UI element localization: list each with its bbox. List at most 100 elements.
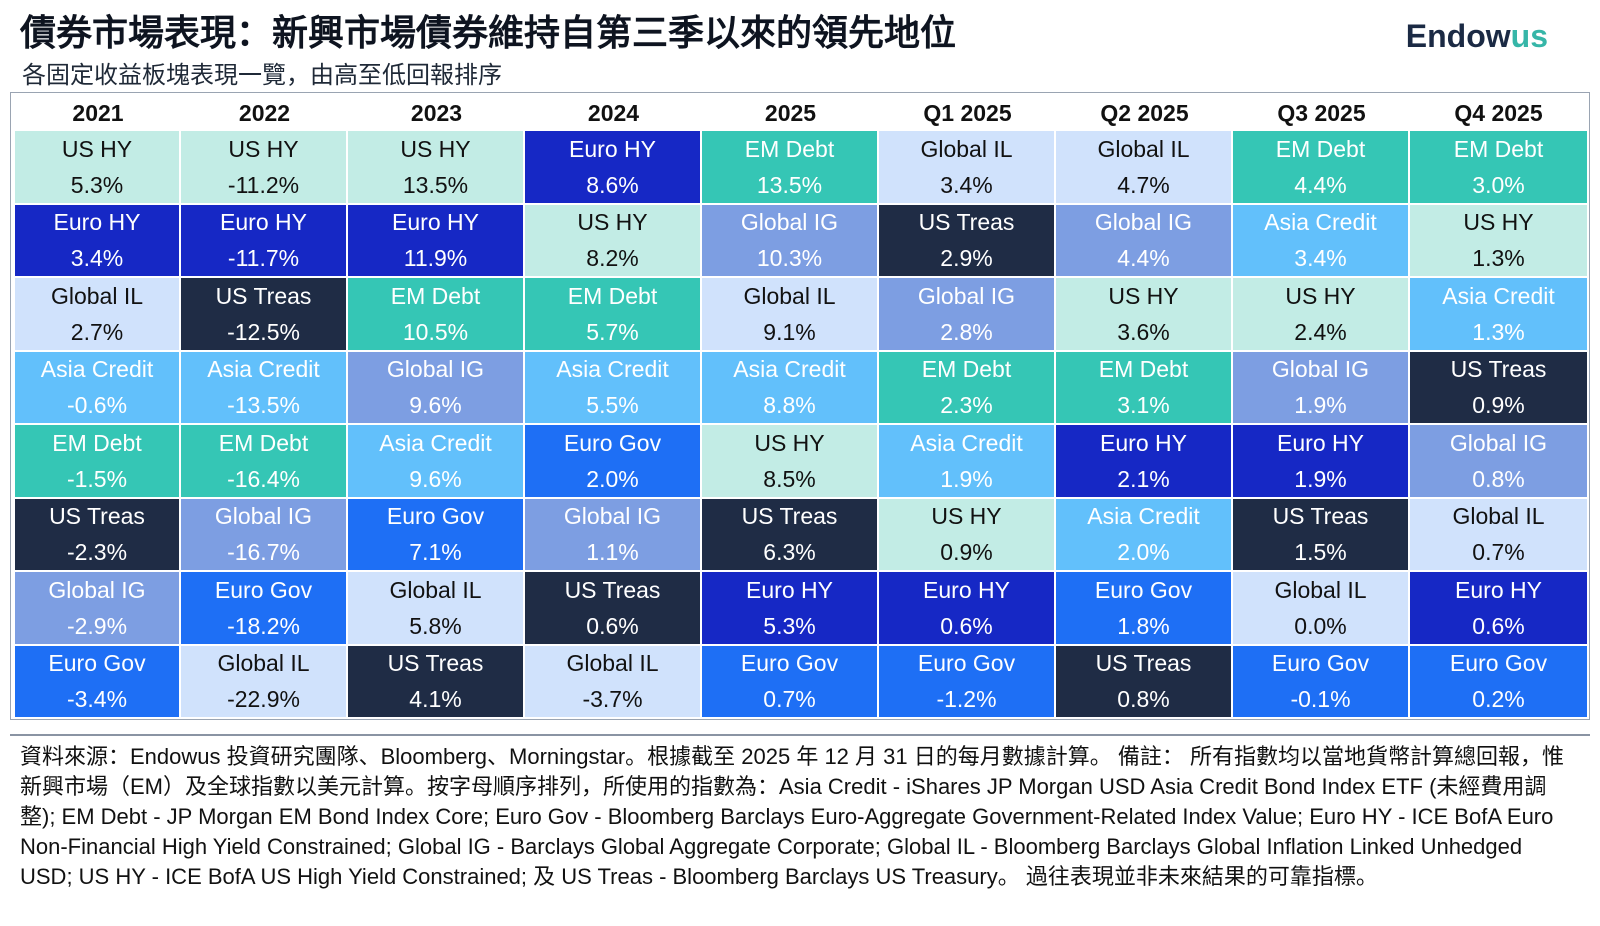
table-cell: US Treas -12.5%: [181, 278, 348, 352]
table-cell: Global IL -22.9%: [181, 645, 348, 719]
footnote: 資料來源：Endowus 投資研究團隊、Bloomberg、Morningsta…: [20, 744, 1564, 889]
cell-label: Euro Gov: [1271, 650, 1370, 677]
table-cell: Euro HY -11.7%: [181, 204, 348, 278]
cell-label: US HY: [1108, 282, 1179, 309]
table-cell: Global IL 5.8%: [348, 572, 525, 646]
table-cell: Asia Credit -13.5%: [181, 351, 348, 425]
cell-label: Euro HY: [1277, 429, 1364, 456]
cell-value: 2.1%: [1117, 465, 1170, 492]
table-cell: EM Debt 4.4%: [1233, 131, 1410, 205]
table-cell: Global IG 10.3%: [702, 204, 879, 278]
footer-divider: [10, 734, 1590, 736]
cell-label: US Treas: [1272, 503, 1369, 530]
column-header: Q1 2025: [923, 99, 1012, 126]
cell-value: 1.9%: [1294, 465, 1347, 492]
cell-label: Global IL: [217, 650, 310, 677]
cell-value: 4.1%: [409, 686, 462, 713]
cell-value: 5.5%: [586, 392, 639, 419]
cell-value: 13.5%: [756, 171, 823, 198]
table-cell: Global IG 9.6%: [348, 351, 525, 425]
column-header: Q4 2025: [1454, 99, 1543, 126]
cell-value: 2.8%: [940, 318, 993, 345]
table-cell: Global IG 4.4%: [1056, 204, 1233, 278]
cell-value: 3.6%: [1117, 318, 1170, 345]
cell-value: 11.9%: [403, 245, 468, 272]
cell-value: -3.4%: [66, 686, 128, 713]
cell-value: 2.7%: [70, 318, 124, 345]
cell-label: US Treas: [741, 503, 838, 530]
cell-value: -16.4%: [227, 465, 300, 492]
cell-value: 0.9%: [1472, 392, 1525, 419]
cell-value: 1.1%: [586, 539, 639, 566]
cell-value: -2.3%: [66, 539, 128, 566]
cell-label: Global IL: [1452, 503, 1545, 530]
table-cell: US HY 1.3%: [1410, 204, 1587, 278]
table-cell: Global IG -2.9%: [15, 572, 181, 646]
cell-value: 0.7%: [1472, 539, 1525, 566]
table-cell: EM Debt 5.7%: [525, 278, 702, 352]
table-cell: Global IL 2.7%: [15, 278, 181, 352]
chart-subtitle: 各固定收益板塊表現一覽，由高至低回報排序: [22, 62, 502, 89]
cell-label: Euro Gov: [1094, 576, 1193, 603]
cell-label: Global IG: [1094, 209, 1193, 236]
table-cell: US HY 8.2%: [525, 204, 702, 278]
table-cell: Euro Gov -18.2%: [181, 572, 348, 646]
cell-label: Euro Gov: [917, 650, 1016, 677]
cell-value: 10.5%: [402, 318, 469, 345]
cell-value: 0.6%: [1472, 612, 1525, 639]
cell-value: -18.2%: [227, 612, 300, 639]
cell-value: 9.1%: [763, 318, 816, 345]
table-cell: EM Debt -16.4%: [181, 425, 348, 499]
cell-value: 5.8%: [409, 612, 462, 639]
cell-value: -16.7%: [227, 539, 300, 566]
cell-value: 8.5%: [763, 465, 816, 492]
table-cell: US Treas 0.9%: [1410, 351, 1587, 425]
table-cell: Euro Gov 2.0%: [525, 425, 702, 499]
cell-label: Euro Gov: [1449, 650, 1548, 677]
table-cell: EM Debt -1.5%: [15, 425, 181, 499]
table-cell: US Treas 6.3%: [702, 498, 879, 572]
cell-value: 2.3%: [940, 392, 993, 419]
cell-value: 0.6%: [586, 612, 639, 639]
cell-value: 3.4%: [940, 171, 993, 198]
cell-label: US HY: [228, 135, 299, 162]
cell-value: 2.0%: [586, 465, 639, 492]
table-cell: Euro Gov 0.7%: [702, 645, 879, 719]
cell-label: US HY: [1285, 282, 1356, 309]
cell-label: US Treas: [918, 209, 1015, 236]
table-cell: Euro Gov 0.2%: [1410, 645, 1587, 719]
cell-value: 9.6%: [409, 392, 462, 419]
cell-value: 0.2%: [1472, 686, 1525, 713]
cell-label: US Treas: [215, 282, 312, 309]
cell-value: -2.9%: [66, 612, 128, 639]
cell-label: US Treas: [49, 503, 145, 530]
cell-label: Global IG: [386, 356, 485, 383]
cell-value: 3.4%: [1294, 245, 1347, 272]
cell-value: 8.8%: [763, 392, 816, 419]
table-cell: US Treas -2.3%: [15, 498, 181, 572]
cell-value: 4.4%: [1117, 245, 1170, 272]
column-header: Q2 2025: [1100, 99, 1189, 126]
table-cell: Euro Gov -0.1%: [1233, 645, 1410, 719]
table-cell: Asia Credit -0.6%: [15, 351, 181, 425]
cell-label: EM Debt: [1453, 135, 1544, 162]
table-cell: Asia Credit 5.5%: [525, 351, 702, 425]
cell-value: -3.7%: [582, 686, 643, 713]
cell-value: 3.0%: [1472, 171, 1525, 198]
cell-label: Global IG: [1449, 429, 1548, 456]
column-header: 2023: [410, 99, 463, 126]
cell-label: EM Debt: [218, 429, 309, 456]
cell-label: US HY: [931, 503, 1002, 530]
cell-label: Euro HY: [1455, 576, 1542, 603]
table-cell: US HY 5.3%: [15, 131, 181, 205]
cell-label: Euro HY: [746, 576, 833, 603]
cell-value: 0.9%: [940, 539, 993, 566]
cell-label: EM Debt: [567, 282, 658, 309]
cell-label: Global IL: [1274, 576, 1367, 603]
table-cell: Euro HY 0.6%: [1410, 572, 1587, 646]
table-cell: Euro HY 0.6%: [879, 572, 1056, 646]
cell-label: Asia Credit: [556, 356, 669, 383]
table-cell: Global IL 3.4%: [879, 131, 1056, 205]
chart-title: 債券市場表現：新興市場債券維持自第三季以來的領先地位: [20, 12, 957, 53]
cell-value: 5.7%: [586, 318, 639, 345]
